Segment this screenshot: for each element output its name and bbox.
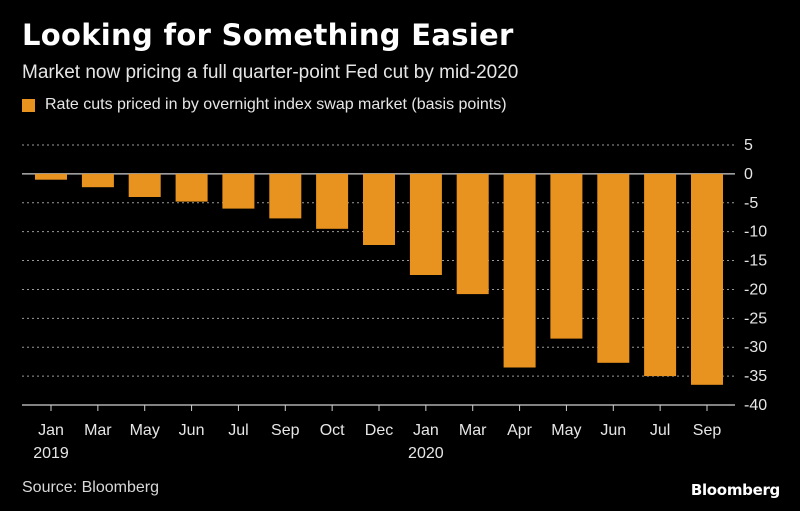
y-tick-label: 5: [744, 137, 753, 154]
y-tick-label: -25: [744, 310, 767, 327]
x-tick-label: Sep: [271, 422, 300, 439]
bar: [597, 173, 630, 363]
y-tick-label: -15: [744, 253, 767, 270]
y-tick-label: -30: [744, 339, 767, 356]
y-tick-label: -5: [744, 195, 758, 212]
x-tick-label: May: [551, 422, 581, 439]
y-tick-label: 0: [744, 166, 753, 183]
legend: Rate cuts priced in by overnight index s…: [22, 96, 507, 114]
x-year-label: 2020: [408, 445, 444, 462]
bar: [503, 173, 536, 368]
y-tick-label: -10: [744, 224, 767, 241]
axes: [22, 404, 735, 411]
bar: [81, 173, 114, 188]
bar: [363, 173, 395, 245]
chart-title: Looking for Something Easier: [22, 18, 514, 52]
bar: [128, 173, 161, 197]
x-tick-label: Dec: [365, 422, 393, 439]
legend-label: Rate cuts priced in by overnight index s…: [45, 96, 507, 113]
x-year-label: 2019: [33, 445, 69, 462]
chart-subtitle: Market now pricing a full quarter-point …: [22, 62, 519, 83]
x-tick-label: Jan: [38, 422, 64, 439]
x-tick-label: Jul: [228, 422, 248, 439]
bar: [175, 173, 208, 202]
x-tick-label: Oct: [320, 422, 345, 439]
y-tick-label: -40: [744, 397, 767, 414]
legend-swatch: [22, 98, 35, 112]
bloomberg-logo: Bloomberg: [690, 481, 780, 499]
bar: [550, 173, 583, 339]
y-tick-label: -35: [744, 368, 767, 385]
bar: [456, 173, 489, 295]
tick-labels: 5 0 -5 -10 -15 -20 -25 -30 -35 -40 Jan Mar May Jun Jul…: [33, 137, 767, 462]
y-tick-label: -20: [744, 281, 767, 298]
x-tick-label: Jun: [600, 422, 626, 439]
source-note: Source: Bloomberg: [22, 479, 159, 496]
x-tick-label: Sep: [693, 422, 722, 439]
x-tick-label: Jun: [179, 422, 205, 439]
bar: [316, 173, 349, 229]
x-tick-label: Mar: [84, 422, 112, 439]
bars: [35, 173, 723, 385]
bar: [222, 173, 255, 209]
bar: [409, 173, 442, 275]
bar: [691, 173, 723, 385]
x-tick-label: Jan: [413, 422, 439, 439]
x-tick-label: May: [130, 422, 160, 439]
bar: [269, 173, 302, 219]
x-tick-label: Apr: [507, 422, 533, 439]
bar: [644, 173, 677, 377]
x-tick-label: Jul: [650, 422, 670, 439]
x-tick-label: Mar: [459, 422, 487, 439]
bar: [35, 173, 67, 180]
